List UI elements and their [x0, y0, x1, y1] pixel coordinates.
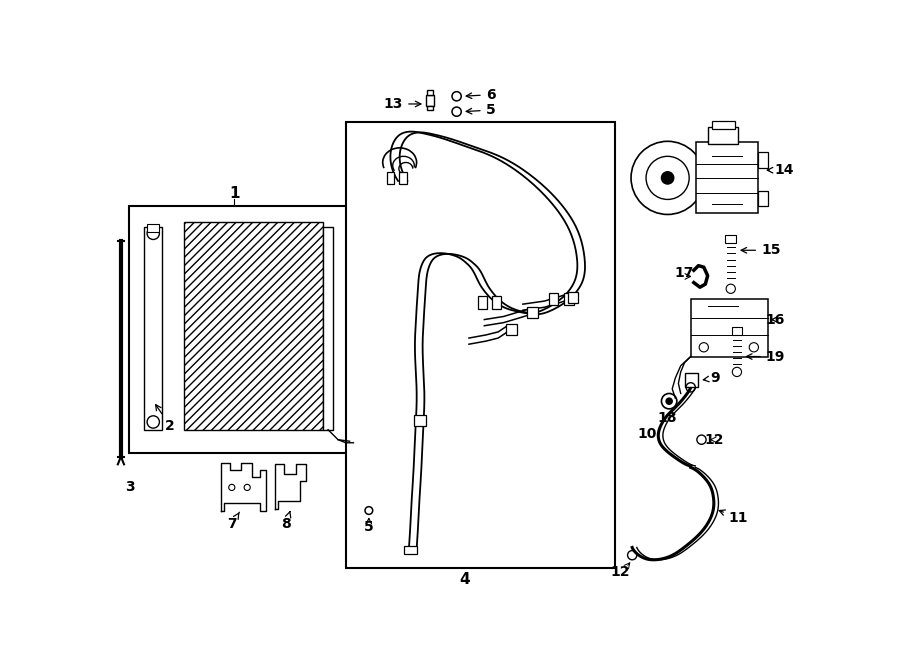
Text: 18: 18: [658, 411, 678, 425]
Bar: [399, 172, 407, 184]
Circle shape: [662, 172, 674, 184]
Bar: [549, 293, 558, 305]
Bar: [492, 297, 501, 309]
Bar: [147, 224, 159, 232]
Text: 10: 10: [638, 426, 657, 440]
Text: 12: 12: [610, 565, 630, 579]
Ellipse shape: [631, 141, 704, 214]
Bar: [506, 324, 517, 335]
Text: 1: 1: [229, 186, 239, 201]
Text: 7: 7: [227, 512, 239, 531]
Text: 17: 17: [675, 266, 694, 280]
Bar: [404, 546, 417, 554]
Bar: [387, 172, 394, 184]
Text: 9: 9: [703, 371, 720, 385]
Bar: [527, 307, 538, 318]
Text: 19: 19: [746, 350, 785, 364]
Bar: [725, 235, 736, 243]
Text: 12: 12: [704, 433, 724, 447]
Bar: [568, 292, 579, 303]
Bar: [478, 297, 488, 309]
Bar: [184, 222, 322, 430]
Text: 6: 6: [466, 88, 495, 102]
Bar: [428, 106, 433, 110]
Bar: [129, 206, 354, 453]
Bar: [346, 122, 616, 568]
Text: 5: 5: [364, 520, 374, 535]
Bar: [758, 191, 769, 206]
Circle shape: [666, 398, 672, 405]
Bar: [685, 373, 698, 387]
Text: 4: 4: [460, 572, 471, 588]
Bar: [732, 327, 742, 335]
Text: 15: 15: [741, 243, 780, 257]
Bar: [707, 127, 738, 144]
Bar: [413, 415, 426, 426]
Bar: [696, 143, 758, 214]
Bar: [758, 153, 769, 168]
Text: 14: 14: [768, 163, 795, 177]
Bar: [144, 227, 163, 430]
Bar: [564, 293, 573, 305]
Text: 3: 3: [125, 481, 135, 494]
Text: 11: 11: [719, 510, 748, 525]
Bar: [322, 227, 333, 430]
Text: 16: 16: [766, 313, 785, 327]
Bar: [690, 299, 768, 356]
Bar: [428, 90, 433, 95]
Bar: [426, 95, 434, 106]
Text: 2: 2: [156, 405, 176, 433]
Text: 13: 13: [383, 97, 421, 111]
Text: 5: 5: [466, 103, 495, 117]
Text: 8: 8: [281, 512, 291, 531]
Bar: [712, 121, 734, 129]
